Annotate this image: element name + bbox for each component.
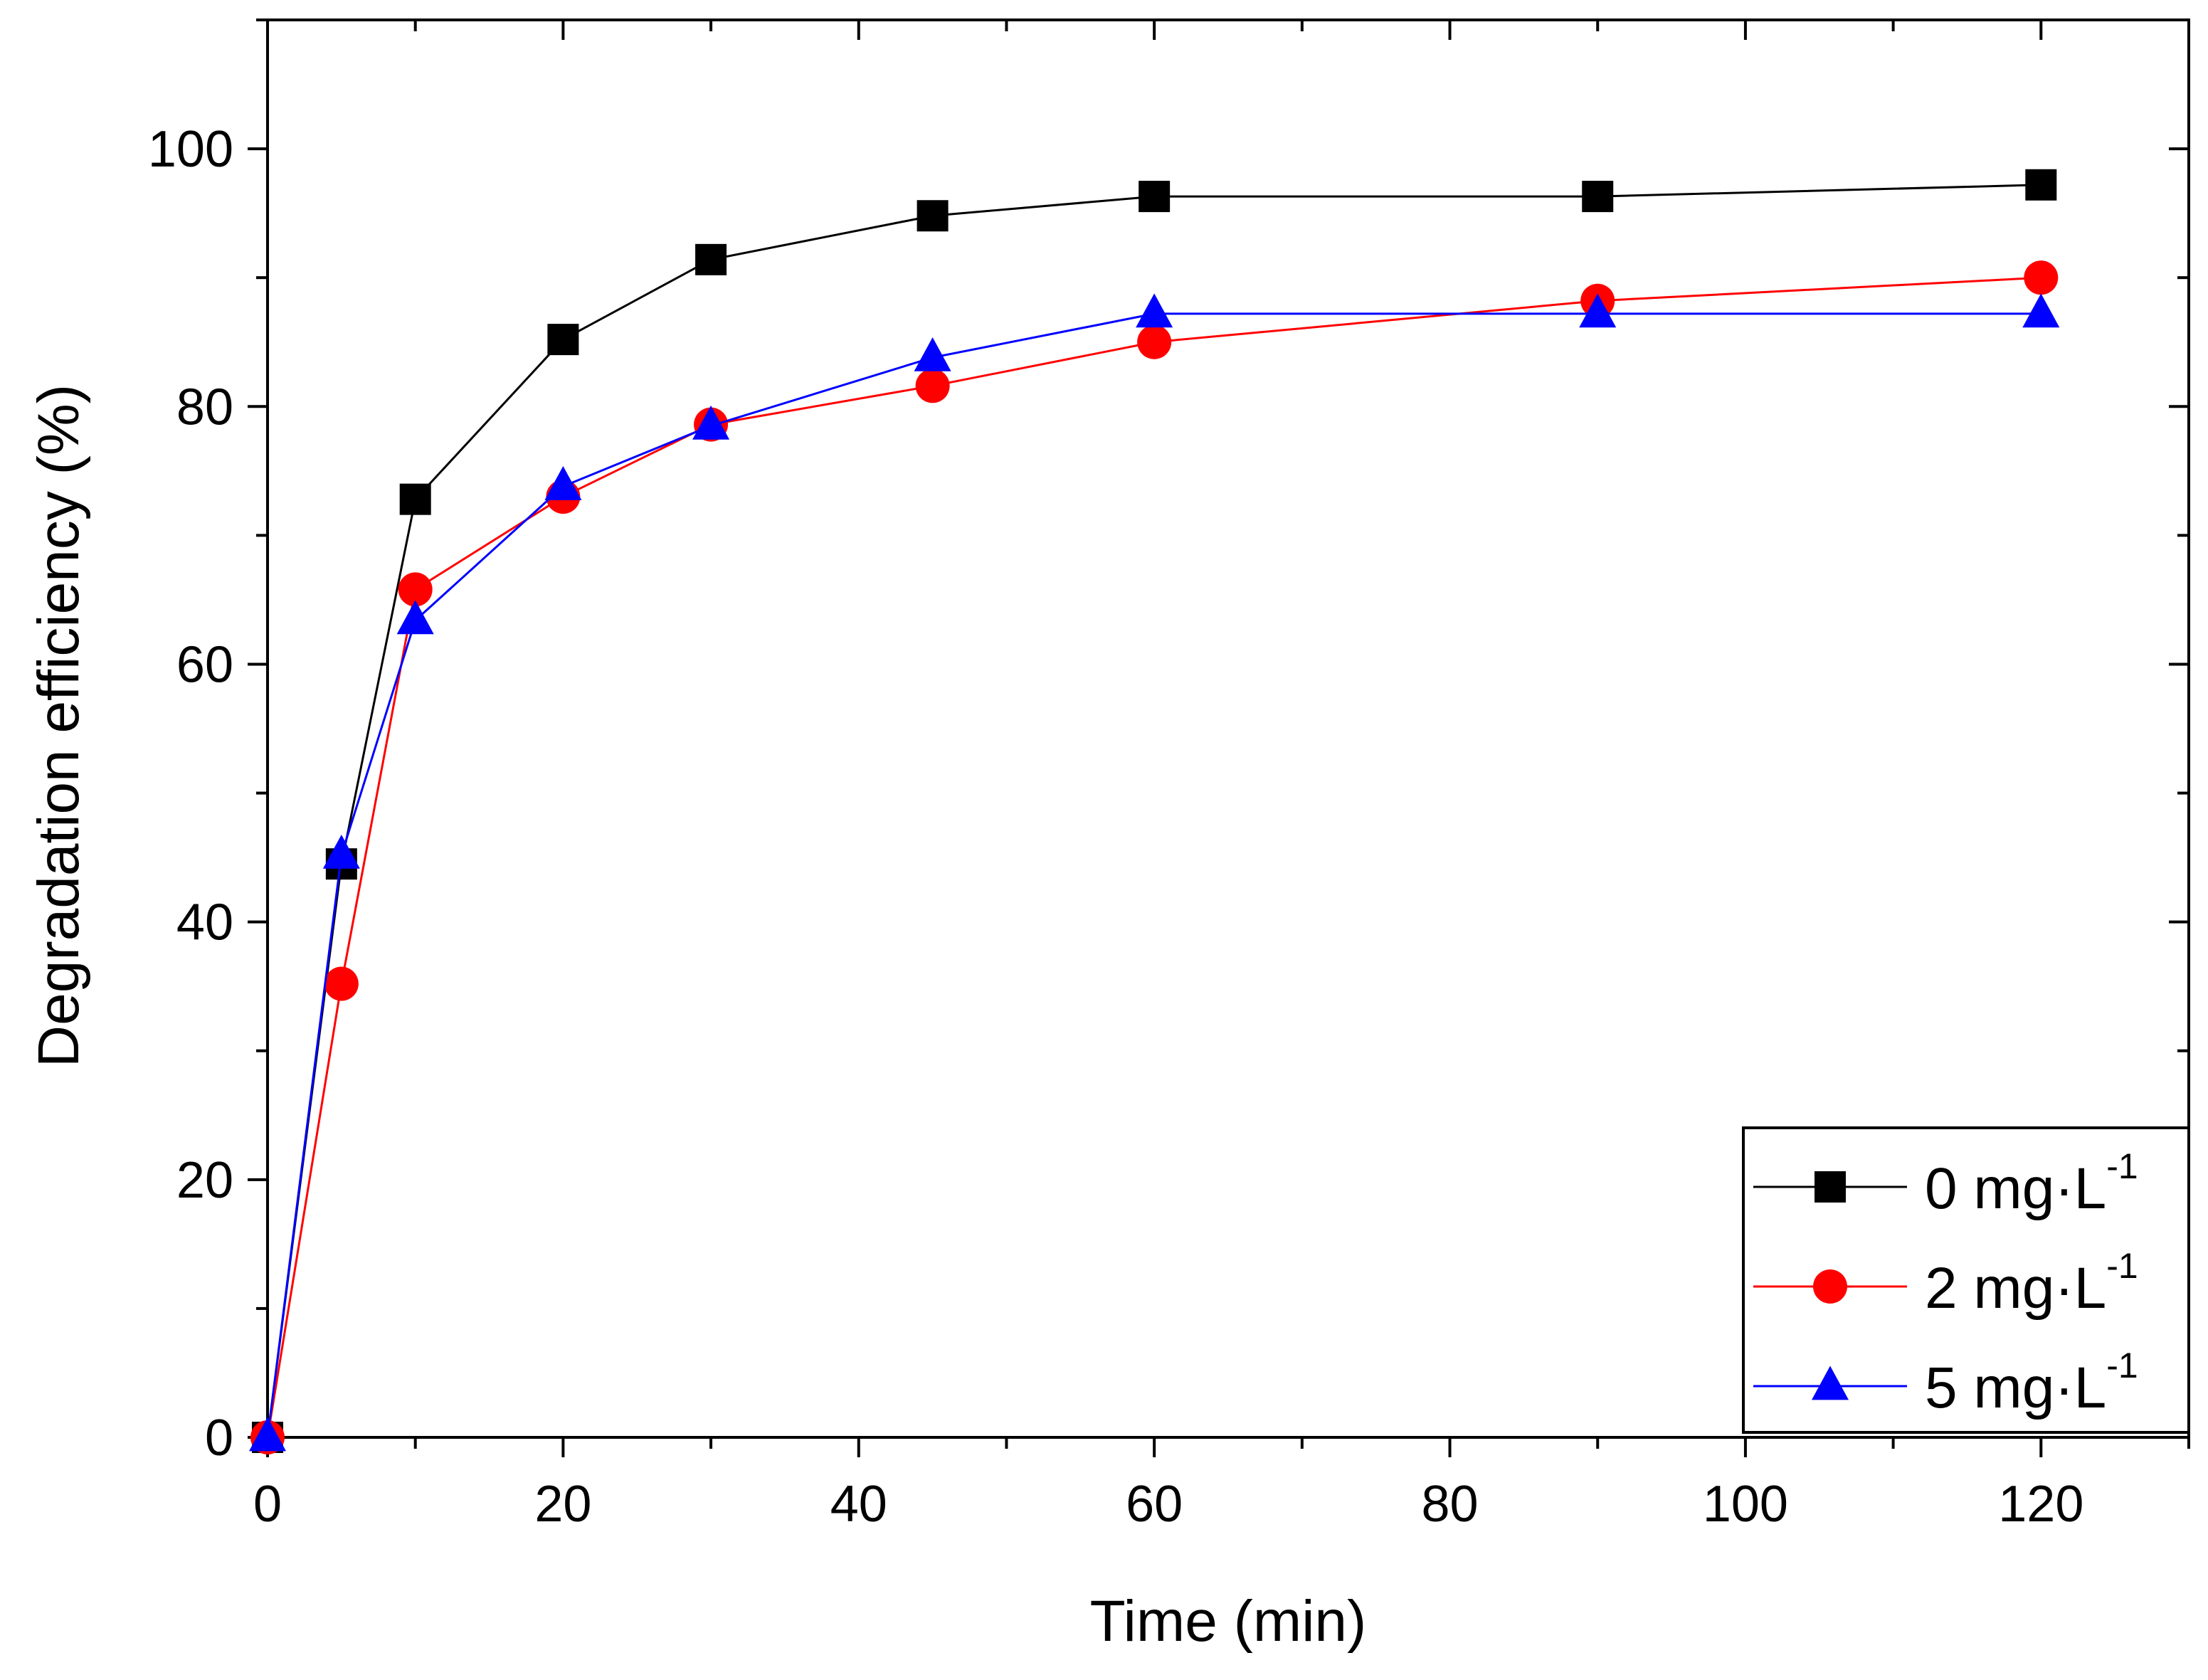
legend-marker <box>1813 1269 1847 1304</box>
y-tick-label: 100 <box>148 121 233 178</box>
data-point <box>324 966 359 1001</box>
y-tick-label: 0 <box>205 1410 233 1467</box>
data-point <box>2025 169 2057 201</box>
y-tick-label: 80 <box>176 379 233 435</box>
data-point <box>1139 181 1171 213</box>
legend-item: 0 mg·L-1 <box>1753 1146 2138 1221</box>
legend: 0 mg·L-12 mg·L-15 mg·L-1 <box>1742 1126 2190 1434</box>
legend-label-text: 5 mg·L <box>1925 1356 2106 1420</box>
y-tick-label: 20 <box>176 1152 233 1209</box>
x-tick-label: 0 <box>253 1476 282 1533</box>
y-axis-title: Degradation efficiency (%) <box>26 384 91 1067</box>
y-tick-label: 60 <box>176 636 233 693</box>
data-point <box>915 369 950 403</box>
legend-marker <box>1812 1365 1849 1400</box>
legend-item: 2 mg·L-1 <box>1753 1246 2138 1321</box>
data-point <box>398 572 433 607</box>
x-tick-label: 40 <box>830 1476 887 1533</box>
data-point <box>399 483 431 515</box>
data-point <box>1137 324 1172 359</box>
data-point <box>1582 181 1614 213</box>
legend-label-superscript: -1 <box>2106 1346 2138 1385</box>
data-point <box>322 834 360 869</box>
data-point <box>544 466 582 500</box>
data-point <box>249 1417 286 1452</box>
data-point <box>914 337 951 371</box>
x-tick-label: 100 <box>1703 1476 1788 1533</box>
data-point <box>1136 293 1173 328</box>
x-tick-label: 120 <box>1998 1476 2083 1533</box>
y-tick-label: 40 <box>176 894 233 951</box>
legend-marker <box>1815 1171 1846 1203</box>
plot-frame <box>266 19 2190 1439</box>
data-point <box>917 200 949 232</box>
legend-label: 2 mg·L-1 <box>1925 1246 2138 1321</box>
data-point <box>1579 293 1617 328</box>
tick-labels: 0 20 40 60 80 100 120 0 20 40 60 80 100 <box>148 121 2084 1533</box>
data-point <box>396 600 434 635</box>
axis-ticks <box>248 19 2190 1457</box>
legend-label-text: 0 mg·L <box>1925 1156 2106 1221</box>
x-tick-label: 20 <box>534 1476 591 1533</box>
data-point <box>2024 260 2059 295</box>
legend-label-superscript: -1 <box>2106 1246 2138 1286</box>
legend-label-superscript: -1 <box>2106 1146 2138 1186</box>
legend-label: 5 mg·L-1 <box>1925 1346 2138 1420</box>
series-layer <box>249 169 2060 1454</box>
x-tick-label: 80 <box>1421 1476 1478 1533</box>
data-point <box>547 324 579 356</box>
series-2 <box>249 293 2060 1452</box>
legend-label-text: 2 mg·L <box>1925 1256 2106 1321</box>
data-point <box>2022 293 2060 328</box>
x-tick-label: 60 <box>1126 1476 1183 1533</box>
legend-item: 5 mg·L-1 <box>1753 1346 2138 1420</box>
legend-label: 0 mg·L-1 <box>1925 1146 2138 1221</box>
data-point <box>692 405 730 440</box>
x-axis-title: Time (min) <box>1090 1589 1367 1654</box>
data-point <box>695 243 727 275</box>
